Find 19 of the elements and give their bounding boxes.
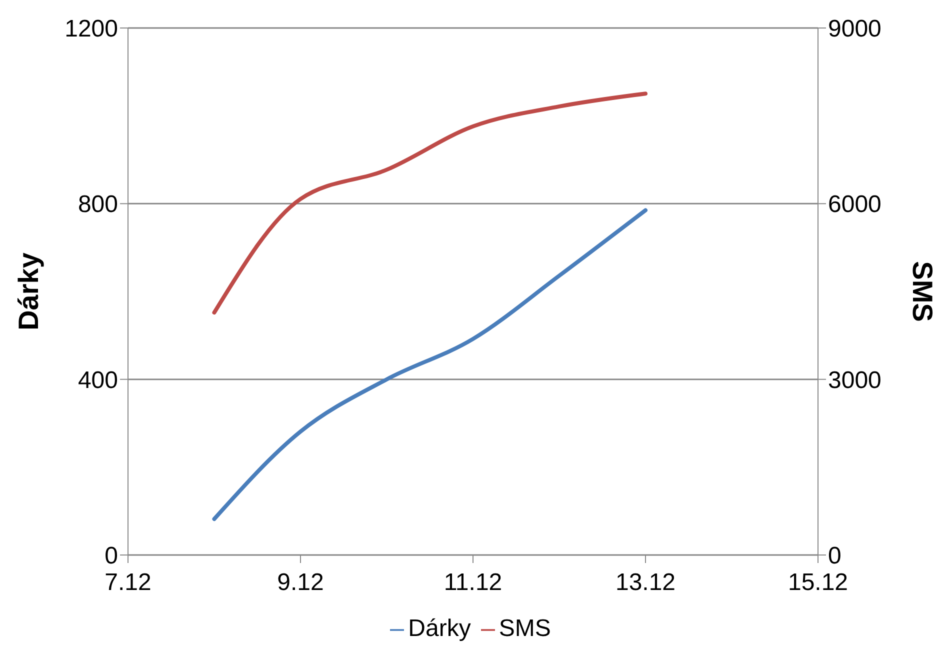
legend-label: Dárky	[408, 615, 471, 642]
x-tick-label: 7.12	[104, 569, 152, 596]
y-tick-label: 0	[104, 542, 118, 570]
y2-tick-label: 0	[828, 542, 842, 570]
y-tick-label: 1200	[64, 16, 118, 43]
y2-tick-label: 9000	[828, 16, 882, 43]
x-tick-label: 13.12	[615, 569, 676, 596]
x-tick-label: 9.12	[277, 569, 324, 596]
line-series	[212, 208, 648, 521]
y2-tick-label: 3000	[828, 366, 882, 394]
y-tick-label: 800	[78, 191, 118, 218]
y-axis-title: Dárky	[12, 252, 44, 330]
line-series	[212, 92, 648, 315]
legend-label: SMS	[498, 615, 551, 642]
y-tick-label: 400	[78, 366, 118, 394]
x-tick-label: 15.12	[788, 569, 848, 596]
x-tick-label: 11.12	[444, 569, 502, 596]
y2-tick-label: 6000	[828, 191, 882, 218]
y2-axis-title: SMS	[907, 261, 938, 322]
